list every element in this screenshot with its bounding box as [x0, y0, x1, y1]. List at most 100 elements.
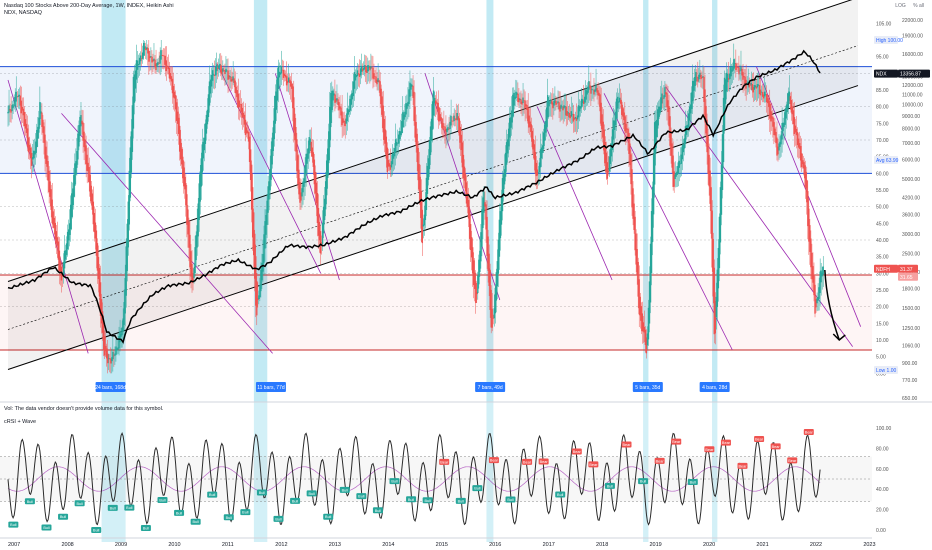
candle-body — [530, 124, 532, 138]
candle-body — [31, 157, 34, 160]
candle-body — [661, 93, 663, 104]
candle-body — [234, 80, 236, 93]
trendline-2 — [216, 63, 322, 274]
candle-body — [265, 215, 267, 235]
candle-body — [710, 187, 712, 234]
candle-body — [46, 155, 48, 167]
candle-body — [118, 335, 120, 349]
candle-body — [161, 54, 163, 56]
right-scale-tick-15: 2500.00 — [902, 251, 920, 257]
candle-body — [328, 131, 330, 164]
bear-marker-bg — [671, 438, 682, 445]
candle-body — [431, 101, 434, 130]
bull-marker-bg — [422, 497, 433, 504]
candle-body — [354, 73, 357, 81]
candle-body — [629, 143, 631, 166]
candle-body — [643, 326, 646, 333]
oscillator-title[interactable]: cRSI + Wave — [4, 419, 37, 425]
candle-body — [116, 348, 118, 351]
candle-body — [761, 92, 764, 97]
candle-body — [198, 183, 200, 220]
candle-body — [419, 176, 421, 205]
bull-marker-bg — [91, 526, 102, 533]
candle-body — [762, 94, 765, 99]
candle-body — [240, 103, 243, 112]
bull-marker-bg — [638, 478, 649, 485]
bear-marker: Bear — [622, 443, 631, 447]
candle-body — [115, 346, 117, 355]
candle-body — [259, 285, 261, 298]
candle-body — [149, 56, 151, 59]
candle-body — [586, 91, 588, 95]
candle-body — [8, 105, 10, 113]
trendline-5 — [536, 106, 613, 281]
candle-body — [385, 136, 388, 159]
year-tick-2011: 2011 — [222, 542, 234, 548]
candle-body — [163, 55, 165, 57]
bar-count-label-bg-2 — [475, 382, 506, 392]
candle-body — [311, 147, 313, 157]
candle-body — [709, 170, 711, 204]
scale-controls[interactable]: LOG % all — [889, 3, 924, 9]
right-scale-tick-6: 10000.00 — [902, 103, 923, 109]
candle-body — [792, 110, 795, 125]
osc-tick-1: 80.00 — [876, 446, 889, 452]
candle-body — [653, 122, 656, 185]
candle-body — [478, 259, 480, 285]
candle-body — [560, 104, 562, 109]
price-axis[interactable]: 105.00100.0095.0090.0085.0080.0075.0070.… — [872, 0, 932, 550]
candle-body — [73, 175, 75, 197]
candle-body — [342, 118, 344, 124]
grid-lines — [0, 73, 872, 307]
bear-marker: Bear — [755, 438, 764, 442]
candle-body — [786, 104, 788, 113]
bear-marker-bg — [654, 457, 665, 464]
candle-body — [295, 126, 297, 152]
candle-body — [598, 92, 600, 96]
candle-body — [514, 96, 516, 100]
candle-body — [167, 66, 170, 70]
candle-body — [402, 112, 404, 128]
candle-body — [241, 107, 244, 118]
candle-body — [442, 123, 444, 130]
candle-body — [363, 67, 365, 70]
candle-body — [235, 86, 237, 94]
bull-marker: Bull — [159, 499, 165, 503]
candle-body — [512, 94, 514, 117]
candle-body — [811, 252, 813, 280]
candle-body — [27, 137, 30, 153]
candle-body — [504, 152, 507, 177]
candle-body — [333, 93, 335, 96]
candle-body — [85, 145, 87, 165]
candle-body — [312, 152, 315, 167]
candle-body — [739, 70, 741, 72]
candle-body — [288, 79, 291, 83]
candle-body — [350, 93, 353, 105]
log-toggle[interactable]: LOG — [895, 3, 906, 9]
osc-tick-0: 100.00 — [876, 426, 892, 432]
bull-marker: Bull — [110, 506, 116, 510]
chart-legend[interactable]: Nasdaq 100 Stocks Above 200-Day Average,… — [4, 3, 174, 17]
left-scale-tick-7: 70.00 — [876, 138, 889, 144]
candle-body — [164, 55, 166, 65]
candle-body — [54, 222, 56, 240]
percent-toggle[interactable]: % all — [913, 3, 924, 9]
candle-body — [330, 93, 332, 128]
candle-body — [796, 132, 799, 146]
candle-body — [22, 108, 25, 116]
candle-body — [17, 95, 19, 97]
bull-marker-bg — [140, 525, 151, 532]
candle-body — [452, 120, 454, 122]
candle-body — [109, 358, 111, 360]
time-axis[interactable]: 2007 2008 2009 2010 2011 2012 2013 2014 2015 2016… — [0, 537, 876, 548]
bull-marker: Bull — [375, 509, 381, 513]
candle-body — [701, 77, 703, 79]
candle-body — [488, 253, 490, 286]
bull-marker-bg — [157, 497, 168, 504]
candle-body — [30, 153, 33, 166]
bear-marker: Bear — [523, 460, 532, 464]
candle-body — [365, 66, 367, 73]
candle-body — [564, 106, 566, 107]
candlestick-series — [7, 40, 824, 374]
